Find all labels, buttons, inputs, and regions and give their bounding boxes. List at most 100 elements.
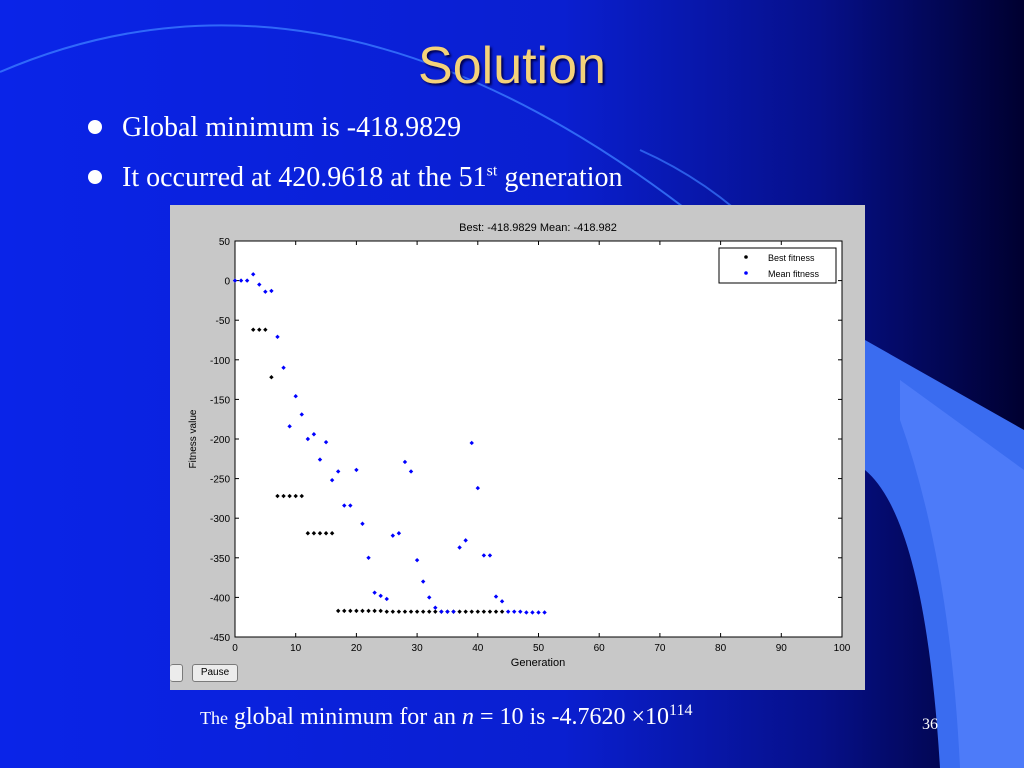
- y-tick-label: -100: [210, 356, 230, 367]
- bullet-text: Global minimum is -418.9829: [122, 112, 462, 143]
- x-tick-label: 60: [594, 643, 606, 654]
- bullet-text: It occurred at 420.9618 at the 51: [122, 162, 487, 193]
- mean-fitness-point: [293, 394, 298, 399]
- matlab-figure: Best: -418.9829 Mean: -418.982 Generatio…: [170, 205, 865, 690]
- mean-fitness-point: [505, 609, 511, 614]
- mean-fitness-point: [323, 439, 329, 445]
- best-fitness-point: [427, 609, 432, 614]
- footer-eq: = 10 is -4.7620 ×10: [473, 704, 670, 730]
- x-tick-label: 30: [412, 643, 424, 654]
- y-tick-label: 0: [224, 277, 230, 288]
- mean-fitness-point: [536, 610, 541, 615]
- bullet-icon: [88, 119, 102, 134]
- best-fitness-point: [335, 608, 341, 614]
- footer-n: n: [461, 704, 474, 730]
- best-fitness-point: [433, 609, 438, 614]
- footer-mid: global minimum for an: [227, 704, 462, 730]
- best-fitness-point: [499, 609, 505, 614]
- best-fitness-point: [378, 608, 383, 614]
- mean-fitness-point: [475, 485, 480, 491]
- mean-fitness-point: [518, 609, 523, 614]
- best-fitness-point: [366, 608, 371, 614]
- fitness-chart: Best: -418.9829 Mean: -418.982 Generatio…: [188, 222, 851, 669]
- mean-fitness-point: [439, 609, 444, 614]
- y-axis-label: Fitness value: [188, 409, 199, 468]
- mean-fitness-point: [232, 278, 238, 283]
- y-tick-label: -150: [210, 395, 230, 406]
- best-fitness-point: [408, 609, 414, 614]
- footer-note: The global minimum for an n = 10 is -4.7…: [200, 702, 692, 731]
- best-fitness-point: [420, 609, 426, 614]
- footer-prefix: The: [200, 708, 228, 728]
- y-tick-label: -200: [210, 435, 230, 446]
- best-fitness-point: [257, 327, 262, 332]
- mean-fitness-point: [335, 469, 341, 474]
- mean-fitness-point: [384, 596, 389, 602]
- slide-title: Solution: [418, 37, 606, 95]
- y-tick-label: -50: [216, 316, 231, 327]
- mean-fitness-point: [463, 538, 468, 543]
- mean-fitness-point: [311, 432, 317, 437]
- page-number: 36: [922, 716, 938, 733]
- mean-fitness-point: [451, 609, 456, 614]
- y-tick-label: -250: [210, 475, 230, 486]
- mean-fitness-point: [542, 610, 547, 615]
- mean-fitness-point: [457, 545, 462, 550]
- legend-mean-label: Mean fitness: [768, 269, 820, 279]
- legend-best-marker: [744, 255, 748, 259]
- mean-fitness-point: [257, 282, 262, 287]
- x-tick-label: 90: [776, 643, 788, 654]
- best-fitness-point: [342, 608, 347, 614]
- mean-fitness-point: [493, 594, 499, 599]
- mean-fitness-point: [402, 459, 408, 465]
- best-fitness-point: [372, 608, 377, 614]
- best-fitness-point: [263, 327, 268, 332]
- x-tick-label: 100: [834, 643, 851, 654]
- stop-button-partial[interactable]: [170, 664, 183, 682]
- mean-fitness-point: [251, 272, 256, 277]
- best-fitness-point: [269, 375, 274, 380]
- y-tick-label: -400: [210, 593, 230, 604]
- mean-fitness-point: [244, 278, 250, 283]
- x-tick-label: 40: [472, 643, 484, 654]
- x-tick-label: 10: [290, 643, 302, 654]
- mean-fitness-point: [238, 278, 244, 283]
- best-fitness-point: [493, 609, 499, 614]
- footer-exponent: 114: [669, 702, 693, 719]
- best-fitness-point: [287, 493, 292, 499]
- x-tick-label: 70: [654, 643, 666, 654]
- bullet-icon: [88, 169, 102, 184]
- bullet-occurred-at: It occurred at 420.9618 at the 51st gene…: [88, 162, 623, 194]
- mean-fitness-point: [348, 503, 353, 508]
- bullet-global-minimum: Global minimum is -418.9829: [88, 112, 461, 144]
- legend-mean-marker: [744, 271, 748, 275]
- best-fitness-point: [354, 608, 359, 614]
- x-tick-label: 20: [351, 643, 363, 654]
- mean-fitness-point: [530, 610, 535, 615]
- best-fitness-point: [475, 609, 480, 614]
- best-fitness-point: [487, 609, 493, 614]
- bullet-text-after: generation: [497, 162, 623, 193]
- y-tick-label: -350: [210, 554, 230, 565]
- best-fitness-point: [390, 609, 396, 614]
- y-tick-label: 50: [219, 237, 231, 248]
- pause-button[interactable]: Pause: [192, 664, 238, 682]
- mean-fitness-point: [329, 477, 335, 483]
- mean-fitness-point: [317, 457, 323, 462]
- x-axis-label: Generation: [511, 657, 565, 669]
- best-fitness-point: [457, 609, 462, 614]
- mean-fitness-point: [524, 610, 529, 615]
- y-tick-label: -300: [210, 514, 230, 525]
- plot-area: [234, 240, 843, 638]
- mean-fitness-point: [390, 533, 396, 538]
- bullet-superscript: st: [486, 162, 498, 180]
- mean-fitness-point: [445, 609, 450, 614]
- best-fitness-point: [469, 609, 474, 614]
- best-fitness-point: [481, 609, 487, 614]
- mean-fitness-point: [269, 288, 274, 294]
- mean-fitness-point: [499, 599, 505, 604]
- mean-fitness-point: [427, 595, 432, 600]
- best-fitness-point: [348, 608, 353, 614]
- best-fitness-point: [384, 609, 389, 614]
